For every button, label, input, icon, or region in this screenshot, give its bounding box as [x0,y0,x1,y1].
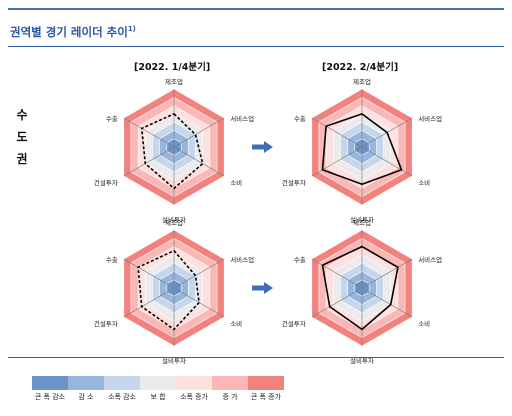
region-char: 도 [16,130,28,144]
axis-label: 소비 [418,178,430,187]
legend-label: 소폭 감소 [108,393,136,401]
legend-swatch [176,376,212,390]
radar-spoke [123,117,175,148]
legend-item: 소폭 증가 [176,376,212,402]
legend-item: 큰 폭 감소 [32,376,68,402]
radar-spoke [361,287,413,318]
axis-label: 건설투자 [94,178,118,187]
axis-label: 소비 [230,178,242,187]
axis-label: 소비 [418,319,430,328]
axis-label: 제조업 [353,78,371,86]
legend: 큰 폭 감소 감 소 소폭 감소 보 합 소폭 증가 증 가 큰 폭 증가 [32,376,284,402]
axis-label: 수출 [294,114,306,123]
region-char: 수 [16,108,28,122]
arrow-right-icon [264,282,273,294]
legend-swatch [104,376,140,390]
radar-spoke [123,287,175,318]
radar-spoke [173,258,225,289]
radar-spoke [311,287,363,318]
legend-item: 증 가 [212,376,248,402]
radar-spoke [173,146,225,177]
axis-label: 건설투자 [282,178,306,187]
axis-label: 소비 [230,319,242,328]
title-text: 권역별 경기 레이더 추이 [10,25,128,39]
axis-label: 건설투자 [94,319,118,328]
axis-label: 서비스업 [230,114,254,123]
axis-label: 설비투자 [162,215,186,224]
legend-item: 큰 폭 증가 [248,376,284,402]
radar-spoke [123,258,175,289]
bottom-divider [8,357,504,358]
arrow-shaft [252,285,264,291]
quarter-label-right: [2022. 2/4분기] [322,62,399,73]
legend-swatch [140,376,176,390]
axis-label: 제조업 [165,219,183,227]
legend-swatch [212,376,248,390]
region-label: 수 도 권 [14,104,30,170]
radar-spoke [361,146,413,177]
data-series-line [140,113,204,190]
axis-label: 제조업 [353,219,371,227]
data-series-line [137,249,200,331]
radar-spoke [361,258,413,289]
radar-spoke [311,146,363,177]
data-series-line [321,245,399,331]
legend-swatch [248,376,284,390]
axis-label: 건설투자 [282,319,306,328]
legend-label: 보 합 [150,393,166,401]
legend-label: 감 소 [78,393,94,401]
axis-label: 제조업 [165,78,183,86]
radar-spoke [173,117,225,148]
page-title: 권역별 경기 레이더 추이1) [10,24,136,40]
axis-label: 설비투자 [350,356,374,365]
legend-label: 증 가 [222,393,238,401]
arrow-shaft [252,144,264,150]
region-char: 권 [16,152,28,166]
legend-swatch [68,376,104,390]
top-border [8,8,504,10]
arrow-right-icon [264,141,273,153]
axis-label: 수출 [294,255,306,264]
data-series-line [321,113,403,186]
legend-label: 소폭 증가 [180,393,208,401]
legend-item: 보 합 [140,376,176,402]
legend-label: 큰 폭 증가 [250,393,282,401]
radar-spoke [311,117,363,148]
title-footnote: 1) [127,25,136,34]
legend-item: 소폭 감소 [104,376,140,402]
radar-spoke [311,258,363,289]
quarter-label-left: [2022. 1/4분기] [134,62,211,73]
axis-label: 수출 [106,114,118,123]
axis-label: 수출 [106,255,118,264]
axis-label: 서비스업 [418,114,442,123]
axis-label: 설비투자 [350,215,374,224]
legend-item: 감 소 [68,376,104,402]
axis-label: 서비스업 [230,255,254,264]
legend-swatch [32,376,68,390]
axis-label: 설비투자 [162,356,186,365]
legend-label: 큰 폭 감소 [34,393,66,401]
radar-spoke [123,146,175,177]
title-divider [8,46,504,47]
axis-label: 서비스업 [418,255,442,264]
